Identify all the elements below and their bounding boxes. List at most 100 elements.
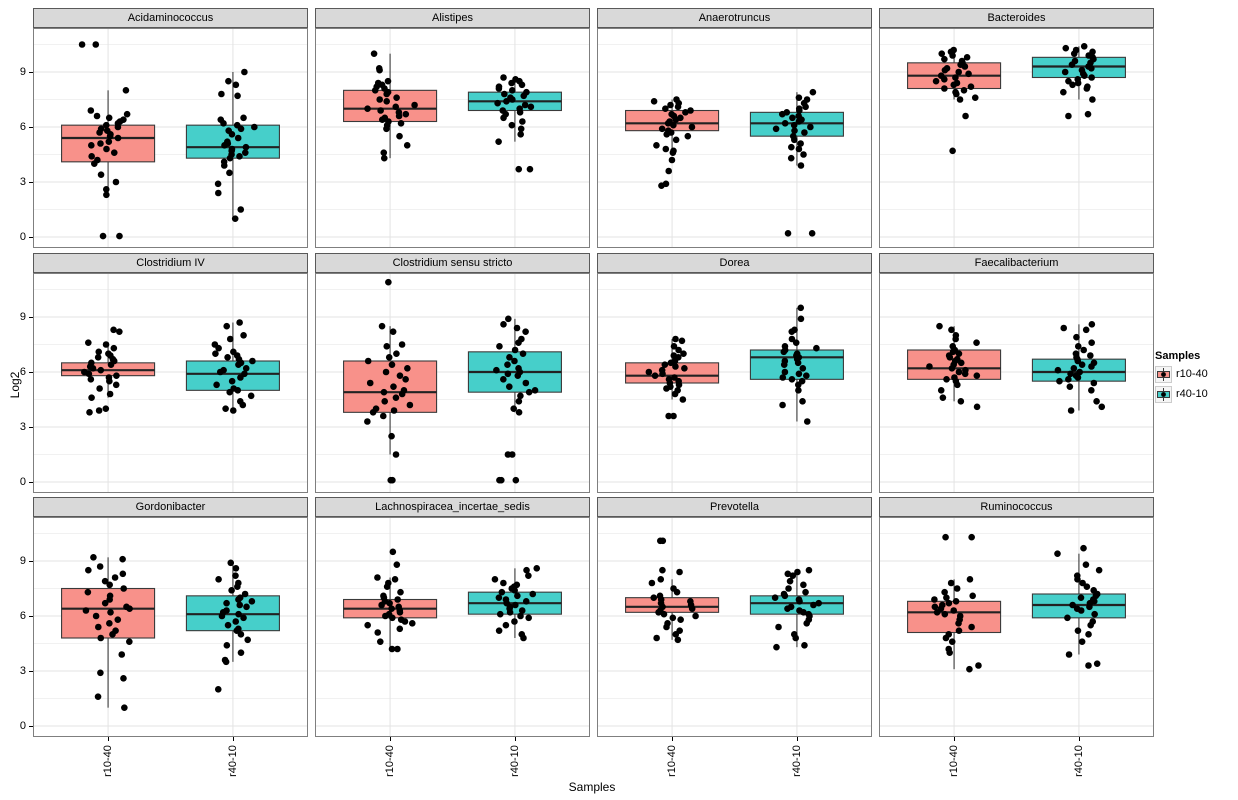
jitter-point [402, 376, 409, 383]
jitter-point [674, 103, 682, 111]
jitter-point [678, 337, 686, 345]
jitter-point [383, 90, 390, 98]
jitter-point [380, 149, 388, 156]
jitter-point [517, 125, 525, 133]
x-tick-label: r10-40 [102, 745, 114, 777]
facet-panel-acidaminococcus [33, 28, 308, 248]
panel-background [315, 517, 590, 737]
jitter-point [948, 365, 956, 372]
jitter-point [95, 407, 103, 414]
jitter-point [932, 77, 940, 85]
jitter-point [665, 412, 672, 420]
jitter-point [397, 588, 404, 596]
facet-strip-clostridium-sensu-stricto: Clostridium sensu stricto [315, 253, 590, 273]
jitter-point [771, 594, 779, 601]
jitter-point [364, 621, 371, 629]
jitter-point [676, 568, 683, 576]
jitter-point [374, 629, 382, 636]
jitter-point [374, 574, 381, 581]
jitter-point [941, 588, 948, 596]
jitter-point [675, 381, 683, 389]
jitter-point [396, 625, 404, 633]
jitter-point [377, 107, 384, 114]
jitter-point [688, 123, 696, 131]
jitter-point [671, 390, 679, 398]
box-r10-40 [343, 89, 438, 123]
jitter-point [97, 171, 105, 178]
jitter-point [1069, 601, 1076, 609]
jitter-point [945, 599, 953, 607]
jitter-point [1080, 346, 1088, 354]
jitter-point [120, 585, 128, 592]
jitter-point [956, 96, 964, 103]
jitter-point [926, 363, 933, 370]
jitter-point [667, 359, 675, 367]
jitter-point [1061, 68, 1069, 76]
jitter-point [90, 554, 97, 561]
jitter-point [785, 585, 792, 592]
y-tick-mark [29, 726, 33, 727]
jitter-point [95, 623, 102, 631]
x-tick-mark [954, 737, 955, 741]
jitter-point [1098, 403, 1106, 411]
jitter-point [88, 142, 95, 149]
y-tick-label: 3 [19, 665, 26, 677]
jitter-point [220, 120, 227, 127]
jitter-point [112, 381, 120, 389]
jitter-point [952, 335, 959, 343]
jitter-point [394, 645, 401, 653]
panel-border [315, 273, 590, 493]
jitter-point [494, 99, 501, 107]
jitter-point [228, 377, 236, 385]
jitter-point [1083, 85, 1091, 92]
jitter-point [382, 612, 389, 620]
jitter-point [121, 704, 128, 711]
jitter-point [673, 588, 681, 596]
jitter-point [525, 388, 533, 396]
jitter-point [1087, 352, 1094, 359]
jitter-point [669, 149, 677, 156]
jitter-point [1085, 662, 1092, 669]
jitter-point [659, 537, 667, 545]
jitter-point [672, 335, 679, 343]
jitter-point [232, 565, 240, 572]
jitter-point [780, 361, 788, 368]
panel-border [879, 273, 1154, 493]
jitter-point [692, 612, 699, 620]
jitter-point [941, 85, 948, 92]
legend-key-boxplot-icon [1155, 366, 1172, 383]
jitter-point [653, 142, 660, 149]
jitter-point [653, 634, 660, 642]
jitter-point [385, 278, 392, 286]
jitter-point [661, 361, 669, 368]
jitter-point [674, 636, 682, 644]
jitter-point [87, 107, 95, 114]
jitter-point [790, 136, 798, 144]
jitter-point [1060, 88, 1067, 96]
jitter-point [672, 116, 680, 123]
jitter-point [235, 610, 242, 618]
jitter-point [670, 343, 678, 350]
jitter-point [657, 576, 665, 583]
jitter-point [241, 68, 248, 76]
jitter-point [85, 370, 93, 378]
jitter-point [1060, 324, 1068, 332]
jitter-point [85, 566, 92, 574]
y-tick-mark [29, 72, 33, 73]
y-tick-mark [29, 427, 33, 428]
jitter-point [383, 583, 391, 590]
jitter-point [663, 623, 670, 631]
jitter-point [106, 596, 113, 603]
jitter-point [82, 607, 90, 614]
jitter-point [526, 165, 534, 173]
x-tick-mark [233, 737, 234, 741]
jitter-point [531, 387, 539, 394]
jitter-point [961, 370, 969, 378]
panel-background [597, 28, 872, 248]
jitter-point [663, 131, 671, 138]
jitter-point [966, 576, 974, 583]
jitter-point [364, 357, 372, 365]
jitter-point [784, 605, 791, 612]
jitter-point [1074, 343, 1082, 350]
jitter-point [97, 634, 105, 642]
